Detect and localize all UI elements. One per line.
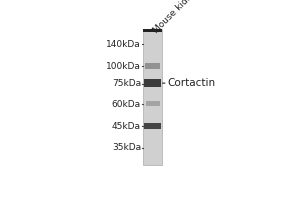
Text: 35kDa: 35kDa: [112, 143, 141, 152]
FancyBboxPatch shape: [146, 101, 160, 106]
Text: 75kDa: 75kDa: [112, 79, 141, 88]
Text: 100kDa: 100kDa: [106, 62, 141, 71]
Text: Mouse kidney: Mouse kidney: [152, 0, 203, 35]
Text: 60kDa: 60kDa: [112, 100, 141, 109]
FancyBboxPatch shape: [145, 63, 160, 69]
FancyBboxPatch shape: [144, 123, 161, 129]
Text: Cortactin: Cortactin: [163, 78, 216, 88]
Text: 45kDa: 45kDa: [112, 122, 141, 131]
FancyBboxPatch shape: [143, 29, 162, 165]
FancyBboxPatch shape: [143, 29, 162, 32]
Text: 140kDa: 140kDa: [106, 40, 141, 49]
FancyBboxPatch shape: [144, 79, 161, 87]
